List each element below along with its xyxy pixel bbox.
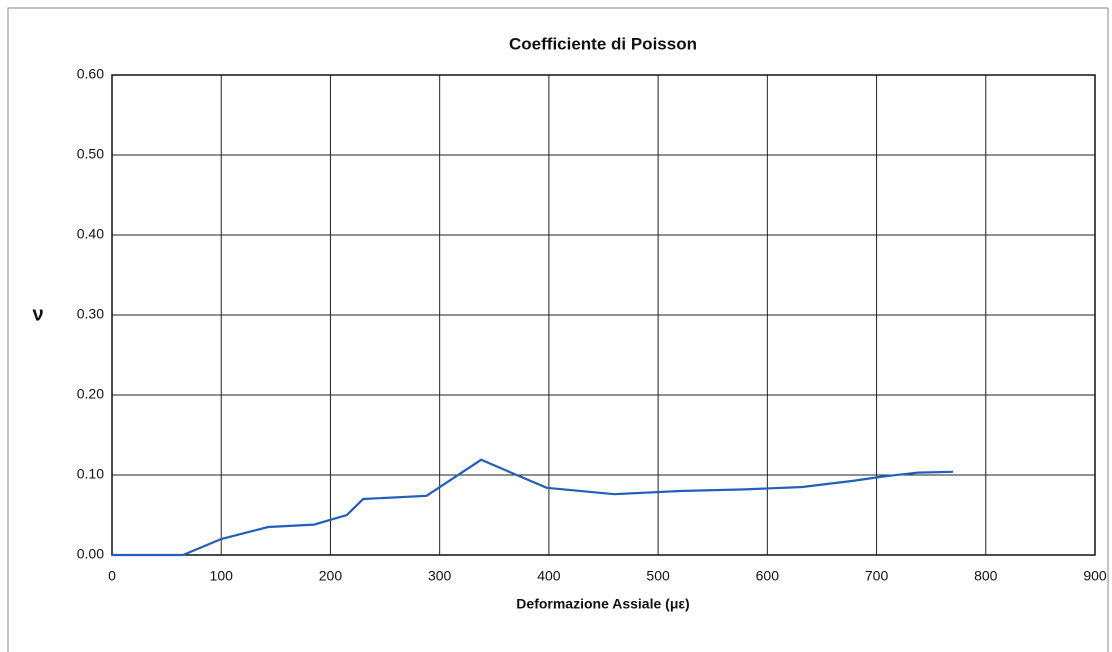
chart-title: Coefficiente di Poisson — [509, 34, 697, 53]
y-tick-label: 0.20 — [77, 386, 104, 402]
y-tick-label: 0.40 — [77, 226, 104, 242]
y-tick-label: 0.10 — [77, 466, 104, 482]
x-tick-label: 100 — [210, 568, 234, 584]
y-tick-label: 0.60 — [77, 66, 104, 82]
x-tick-label: 200 — [319, 568, 343, 584]
y-tick-label: 0.00 — [77, 546, 104, 562]
x-axis-label: Deformazione Assiale (με) — [516, 596, 689, 612]
x-tick-label: 800 — [974, 568, 998, 584]
x-tick-label: 700 — [865, 568, 889, 584]
y-tick-label: 0.50 — [77, 146, 104, 162]
y-tick-label: 0.30 — [77, 306, 104, 322]
plot-area — [111, 74, 1096, 556]
y-axis-label: ν — [32, 303, 43, 325]
x-tick-label: 600 — [756, 568, 780, 584]
x-tick-label: 400 — [537, 568, 561, 584]
x-tick-label: 0 — [108, 568, 116, 584]
chart-frame — [7, 7, 1109, 652]
x-tick-label: 500 — [646, 568, 670, 584]
x-tick-label: 300 — [428, 568, 452, 584]
x-tick-label: 900 — [1083, 568, 1107, 584]
data-line — [112, 458, 954, 557]
